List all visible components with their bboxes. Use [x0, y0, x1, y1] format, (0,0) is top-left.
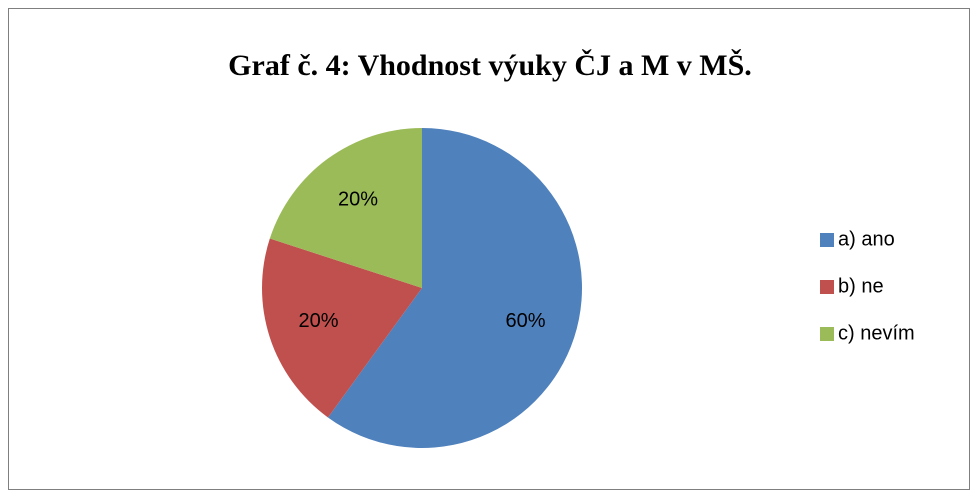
legend-label: c) nevím — [838, 322, 915, 344]
pie-slice — [262, 238, 422, 418]
legend-swatch — [820, 233, 834, 247]
pie-slice — [327, 128, 582, 448]
legend-label: b) ne — [838, 275, 884, 297]
pie-slice — [269, 127, 422, 288]
data-label: 60% — [505, 310, 545, 332]
legend-label: a) ano — [838, 228, 895, 250]
chart-title: Graf č. 4: Vhodnost výuky ČJ a M v MŠ. — [228, 49, 752, 82]
data-label: 20% — [299, 310, 339, 332]
legend-swatch — [820, 280, 834, 294]
legend-swatch — [820, 327, 834, 341]
data-label: 20% — [338, 188, 378, 210]
